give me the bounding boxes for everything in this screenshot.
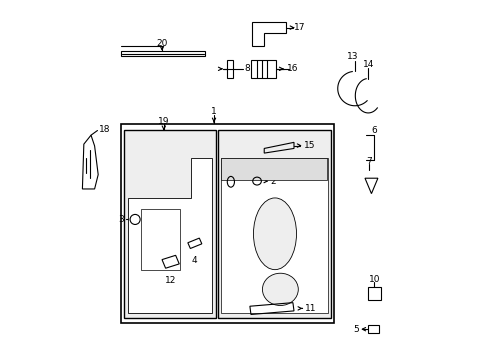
Polygon shape xyxy=(221,158,327,313)
Text: 18: 18 xyxy=(99,125,111,134)
Bar xyxy=(227,60,233,78)
Ellipse shape xyxy=(262,273,298,306)
Text: 4: 4 xyxy=(191,256,197,265)
Text: 20: 20 xyxy=(156,39,167,48)
Bar xyxy=(221,158,326,180)
Text: 6: 6 xyxy=(371,126,376,135)
Text: 12: 12 xyxy=(164,276,176,285)
Bar xyxy=(250,60,275,78)
Text: 9: 9 xyxy=(226,160,232,169)
Text: 1: 1 xyxy=(211,107,217,116)
Bar xyxy=(121,125,333,323)
Text: 15: 15 xyxy=(304,141,315,150)
Text: 17: 17 xyxy=(294,23,305,32)
Text: 14: 14 xyxy=(362,60,373,69)
Text: 2: 2 xyxy=(270,176,276,185)
Text: 10: 10 xyxy=(368,275,379,284)
Text: 8: 8 xyxy=(244,64,249,73)
Text: 11: 11 xyxy=(304,304,316,313)
FancyBboxPatch shape xyxy=(124,130,215,318)
Text: 13: 13 xyxy=(346,53,358,62)
Text: 16: 16 xyxy=(286,64,298,73)
Text: 7: 7 xyxy=(366,157,371,166)
Text: 3: 3 xyxy=(118,215,123,224)
Bar xyxy=(367,287,380,300)
FancyBboxPatch shape xyxy=(217,130,330,318)
Ellipse shape xyxy=(253,198,296,270)
Text: 5: 5 xyxy=(353,325,359,334)
Bar xyxy=(367,325,378,333)
Polygon shape xyxy=(128,158,212,313)
Text: 19: 19 xyxy=(158,117,169,126)
Bar xyxy=(121,51,204,56)
